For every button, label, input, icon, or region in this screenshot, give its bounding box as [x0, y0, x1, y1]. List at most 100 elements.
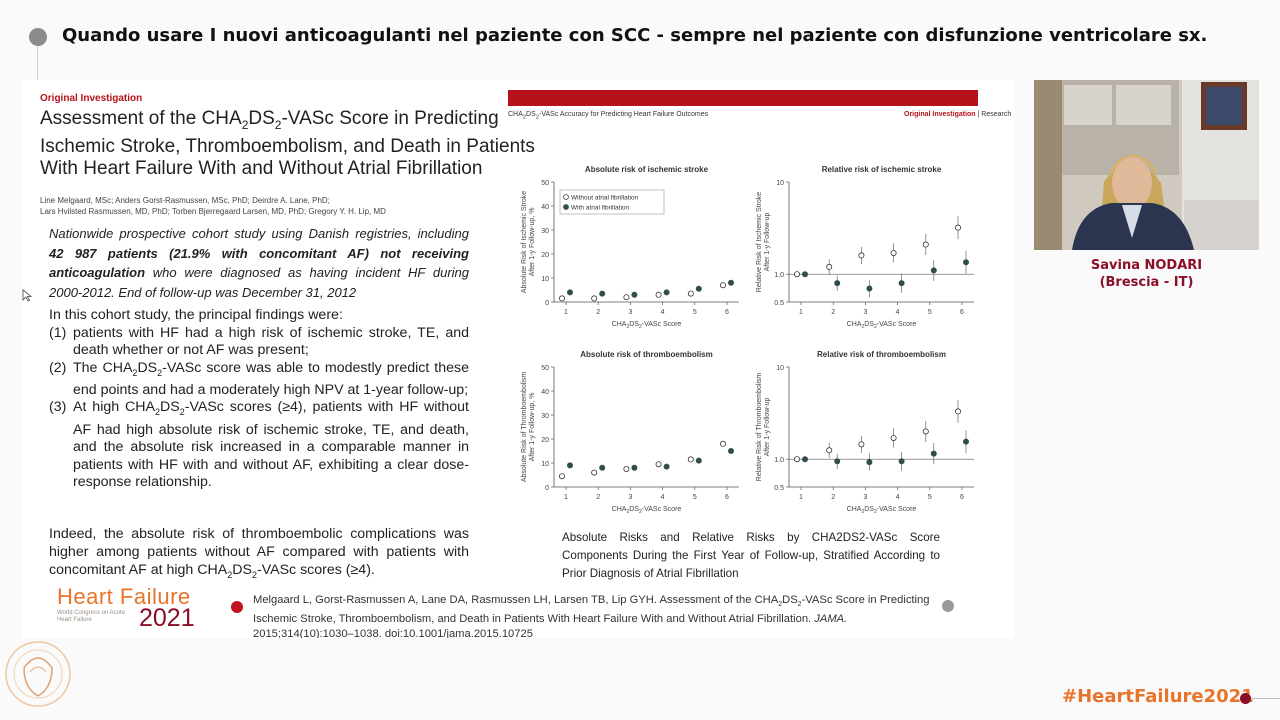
chart-title: Relative risk of ischemic stroke [822, 165, 942, 174]
reference-end-dot-icon [942, 600, 954, 612]
data-point-without-af [858, 441, 865, 448]
x-axis-label: CHA2DS2-VASc Score [847, 506, 917, 515]
chart-title: Relative risk of thromboembolism [817, 350, 946, 359]
findings-intro: In this cohort study, the principal find… [49, 307, 343, 323]
data-point-without-af [623, 465, 630, 472]
data-point-without-af [922, 241, 929, 248]
heart-failure-logo: Heart Failure World Congress on Acute He… [57, 584, 195, 632]
y-tick-label: 10 [541, 461, 549, 468]
data-point-without-af [655, 461, 662, 468]
x-tick-label: 4 [896, 309, 900, 316]
data-point-without-af [858, 252, 865, 259]
y-tick-label: 40 [541, 204, 549, 211]
x-tick-label: 2 [596, 309, 600, 316]
y-tick-label: 40 [541, 389, 549, 396]
y-tick-label: 50 [541, 180, 549, 187]
data-point-without-af [655, 291, 662, 298]
footer-hashtag: #HeartFailure2021 [1062, 686, 1254, 707]
presenter-caption: Savina NODARI (Brescia - IT) [1034, 257, 1259, 291]
x-tick-label: 6 [960, 309, 964, 316]
data-point-with-af [727, 447, 734, 454]
data-point-without-af [826, 447, 833, 454]
data-point-without-af [922, 428, 929, 435]
data-point-without-af [890, 249, 897, 256]
data-point-with-af [631, 464, 638, 471]
y-axis-label: Absolute Risk of Ischemic StrokeAfter 1-… [521, 191, 536, 293]
figure-running-title: CHA2DS2-VASc Accuracy for Predicting Hea… [508, 111, 709, 121]
data-point-without-af [559, 473, 566, 480]
x-tick-label: 3 [863, 309, 867, 316]
data-point-with-af [695, 285, 702, 292]
footer-divider [1251, 698, 1280, 699]
legend-marker-without-af [563, 194, 569, 200]
header-bullet-icon [29, 28, 47, 46]
y-tick-label: 0.5 [774, 300, 784, 307]
data-point-with-af [631, 291, 638, 298]
y-tick-label: 50 [541, 365, 549, 372]
data-point-without-af [890, 434, 897, 441]
data-point-without-af [687, 290, 694, 297]
chart-title: Absolute risk of ischemic stroke [585, 165, 709, 174]
x-tick-label: 1 [564, 309, 568, 316]
finding-item: (1) patients with HF had a high risk of … [49, 324, 469, 359]
x-tick-label: 6 [725, 309, 729, 316]
x-tick-label: 2 [831, 309, 835, 316]
data-point-with-af [834, 458, 841, 465]
presenter-affiliation: (Brescia - IT) [1099, 275, 1194, 290]
chart-title: Absolute risk of thromboembolism [580, 350, 712, 359]
article-label: Original Investigation [40, 93, 143, 104]
data-point-with-af [567, 289, 574, 296]
legend-label-with-af: With atrial fibrillation [571, 205, 630, 212]
presenter-video [1034, 80, 1259, 250]
congress-seal-icon [5, 641, 71, 707]
x-tick-label: 2 [831, 494, 835, 501]
data-point-without-af [591, 469, 598, 476]
data-point-with-af [801, 456, 808, 463]
data-point-without-af [954, 408, 961, 415]
data-point-with-af [898, 458, 905, 465]
x-tick-label: 5 [693, 309, 697, 316]
x-axis-label: CHA2DS2-VASc Score [612, 321, 682, 330]
y-tick-label: 10 [776, 180, 784, 187]
data-point-without-af [591, 295, 598, 302]
data-point-with-af [663, 463, 670, 470]
slide-content: Original Investigation Assessment of the… [22, 80, 1014, 638]
data-point-without-af [719, 282, 726, 289]
x-tick-label: 4 [661, 494, 665, 501]
data-point-without-af [559, 295, 566, 302]
figure-header-bar [508, 90, 978, 106]
data-point-with-af [695, 457, 702, 464]
x-axis-label: CHA2DS2-VASc Score [847, 321, 917, 330]
finding-item: (2) The CHA2DS2-VASc score was able to m… [49, 359, 470, 398]
data-point-without-af [719, 440, 726, 447]
data-point-without-af [793, 271, 800, 278]
data-point-without-af [826, 263, 833, 270]
data-point-with-af [962, 259, 969, 266]
data-point-with-af [930, 267, 937, 274]
x-tick-label: 3 [628, 494, 632, 501]
x-tick-label: 1 [799, 309, 803, 316]
x-tick-label: 1 [564, 494, 568, 501]
y-tick-label: 10 [776, 365, 784, 372]
figure-charts: Absolute risk of ischemic stroke01020304… [521, 165, 974, 515]
data-point-with-af [599, 290, 606, 297]
x-tick-label: 6 [725, 494, 729, 501]
data-point-with-af [898, 280, 905, 287]
y-tick-label: 0 [545, 485, 549, 492]
data-point-with-af [866, 285, 873, 292]
y-axis-label: Relative Risk of Ischemic StrokeAfter 1-… [756, 192, 771, 292]
y-tick-label: 0.5 [774, 485, 784, 492]
y-tick-label: 20 [541, 252, 549, 259]
header-divider [37, 46, 38, 80]
x-tick-label: 1 [799, 494, 803, 501]
data-point-with-af [599, 464, 606, 471]
study-summary: Nationwide prospective cohort study usin… [49, 226, 469, 300]
data-point-with-af [866, 459, 873, 466]
data-point-with-af [801, 271, 808, 278]
slide-title: Quando usare I nuovi anticoagulanti nel … [62, 25, 1208, 46]
header-bar: Quando usare I nuovi anticoagulanti nel … [0, 0, 1280, 80]
data-point-with-af [834, 280, 841, 287]
x-tick-label: 4 [661, 309, 665, 316]
y-tick-label: 1.0 [774, 272, 784, 279]
x-axis-label: CHA2DS2-VASc Score [612, 506, 682, 515]
